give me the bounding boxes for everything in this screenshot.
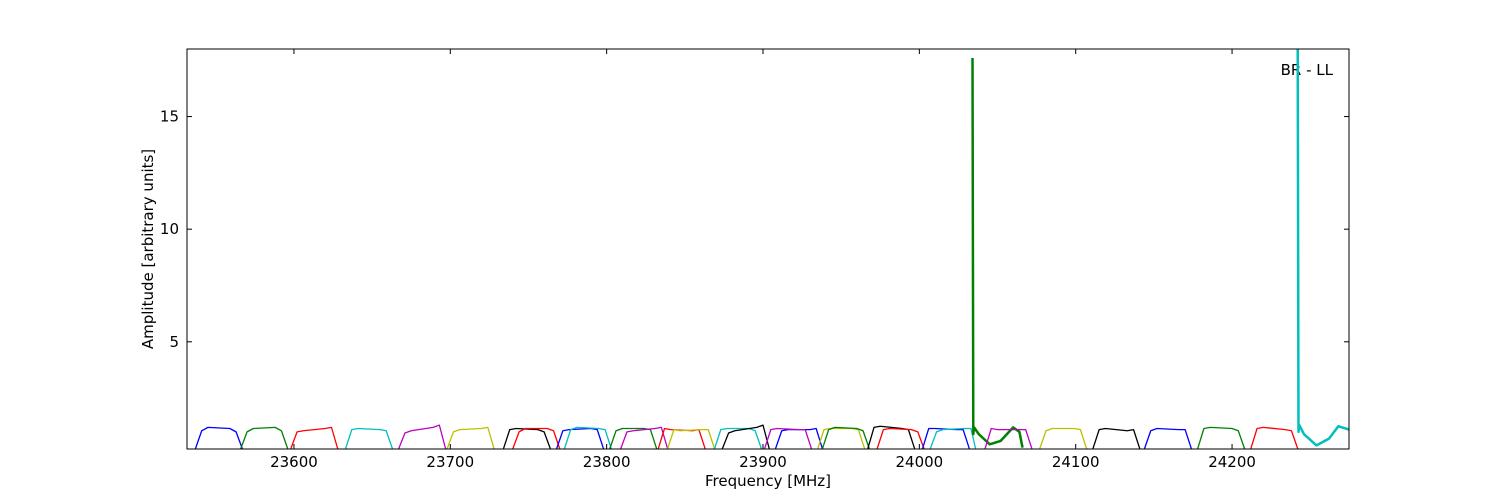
series-line (1143, 427, 1193, 449)
plot-frame (186, 48, 1350, 450)
series-line (1250, 426, 1299, 449)
series-line (876, 427, 925, 449)
x-tick-label: 23800 (583, 453, 631, 471)
series-line (502, 427, 551, 449)
series-line (721, 424, 770, 449)
series-line (929, 427, 977, 449)
x-axis-label: Frequency [MHz] (705, 472, 831, 490)
y-tick-label: 10 (160, 220, 179, 238)
series-line (817, 427, 866, 449)
x-tick-label: 24000 (895, 453, 943, 471)
series-line (290, 426, 339, 449)
series-line (512, 427, 561, 449)
series-line (1092, 427, 1141, 449)
y-axis-label: Amplitude [arbitrary units] (139, 149, 157, 349)
series-line (984, 427, 1033, 449)
series-line (555, 427, 605, 449)
x-tick-label: 23900 (739, 453, 787, 471)
series-line (821, 426, 870, 449)
series-line (763, 427, 813, 449)
series-line (194, 426, 243, 449)
series-line (398, 424, 447, 449)
series-line (609, 427, 658, 449)
series-line (971, 58, 1024, 448)
x-tick-label: 24100 (1052, 453, 1100, 471)
y-tick-label: 5 (169, 333, 179, 351)
x-tick-label: 24200 (1208, 453, 1256, 471)
plot-lines (194, 49, 1349, 449)
series-line (563, 426, 612, 449)
series-line (667, 428, 716, 449)
x-tick-label: 23600 (270, 453, 318, 471)
series-line (774, 427, 824, 449)
series-line (921, 427, 970, 449)
series-line (344, 427, 394, 449)
series-line (446, 426, 495, 449)
series-line (713, 427, 763, 449)
series-line (867, 425, 916, 449)
y-tick-label: 15 (160, 108, 179, 126)
series-line (1296, 49, 1349, 447)
series-line (620, 426, 669, 449)
x-tick-label: 23700 (426, 453, 474, 471)
series-line (240, 426, 289, 449)
series-line (1039, 427, 1088, 449)
annotation: BR - LL (1281, 61, 1334, 79)
series-line (1197, 426, 1246, 449)
